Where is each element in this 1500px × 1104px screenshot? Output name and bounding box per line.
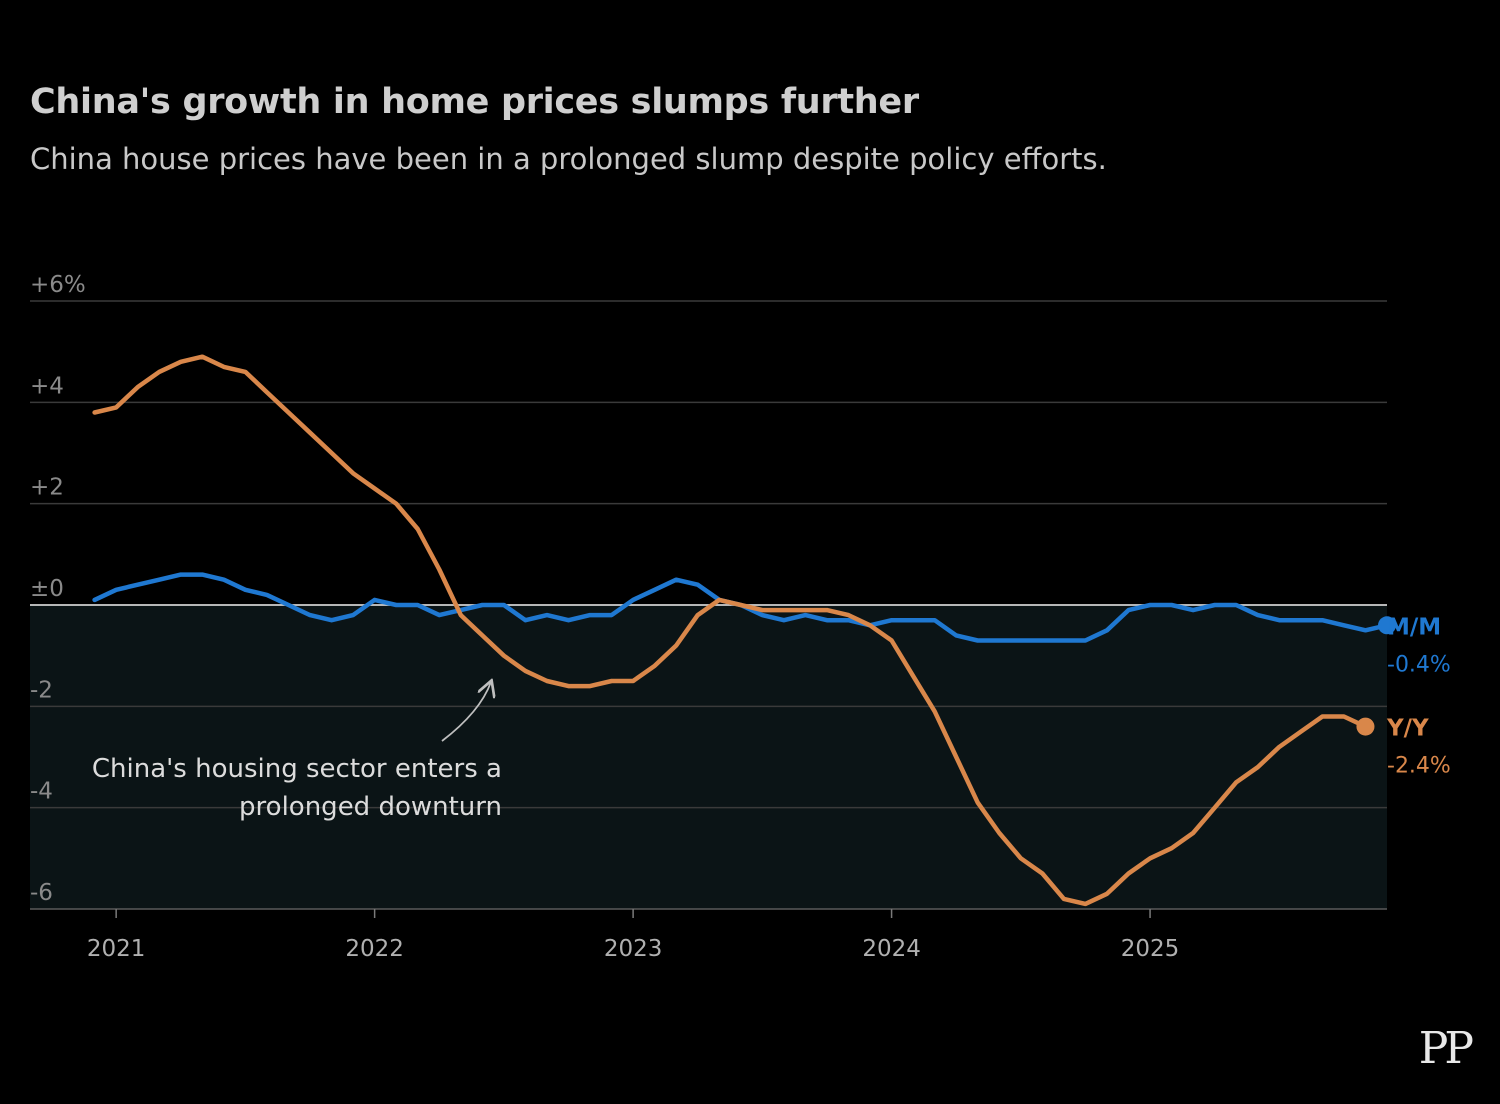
series-line-yy xyxy=(92,354,1368,907)
chart-subtitle: China house prices have been in a prolon… xyxy=(30,142,1107,176)
annotation-arrow xyxy=(441,682,491,742)
series-end-value-mm: -0.4% xyxy=(1387,652,1451,677)
series-end-value-yy: -2.4% xyxy=(1387,754,1451,779)
end-marker-yy xyxy=(1356,717,1375,736)
y-tick-label: -2 xyxy=(30,677,53,703)
series-label-mm: M/M xyxy=(1387,614,1441,640)
x-tick-label: 2025 xyxy=(1121,936,1180,962)
y-tick-label: +4 xyxy=(30,373,64,399)
y-tick-label: -6 xyxy=(30,880,53,906)
chart-title: China's growth in home prices slumps fur… xyxy=(30,82,919,122)
y-tick-label: +2 xyxy=(30,475,64,501)
x-tick-label: 2021 xyxy=(87,936,146,962)
x-tick-label: 2024 xyxy=(862,936,921,962)
y-tick-label: +6% xyxy=(30,272,86,298)
y-tick-label: -4 xyxy=(30,779,53,805)
end-marker-mm xyxy=(1378,616,1396,635)
series-label-yy: Y/Y xyxy=(1386,716,1429,742)
publisher-logo: PP xyxy=(1418,1023,1474,1074)
negative-region-shading xyxy=(30,605,1387,909)
annotation-text-line: China's housing sector enters a xyxy=(92,754,502,784)
annotation-text-line: prolonged downturn xyxy=(239,792,502,822)
x-tick-label: 2023 xyxy=(604,936,663,962)
y-tick-label: ±0 xyxy=(30,576,64,602)
x-tick-label: 2022 xyxy=(345,936,404,962)
